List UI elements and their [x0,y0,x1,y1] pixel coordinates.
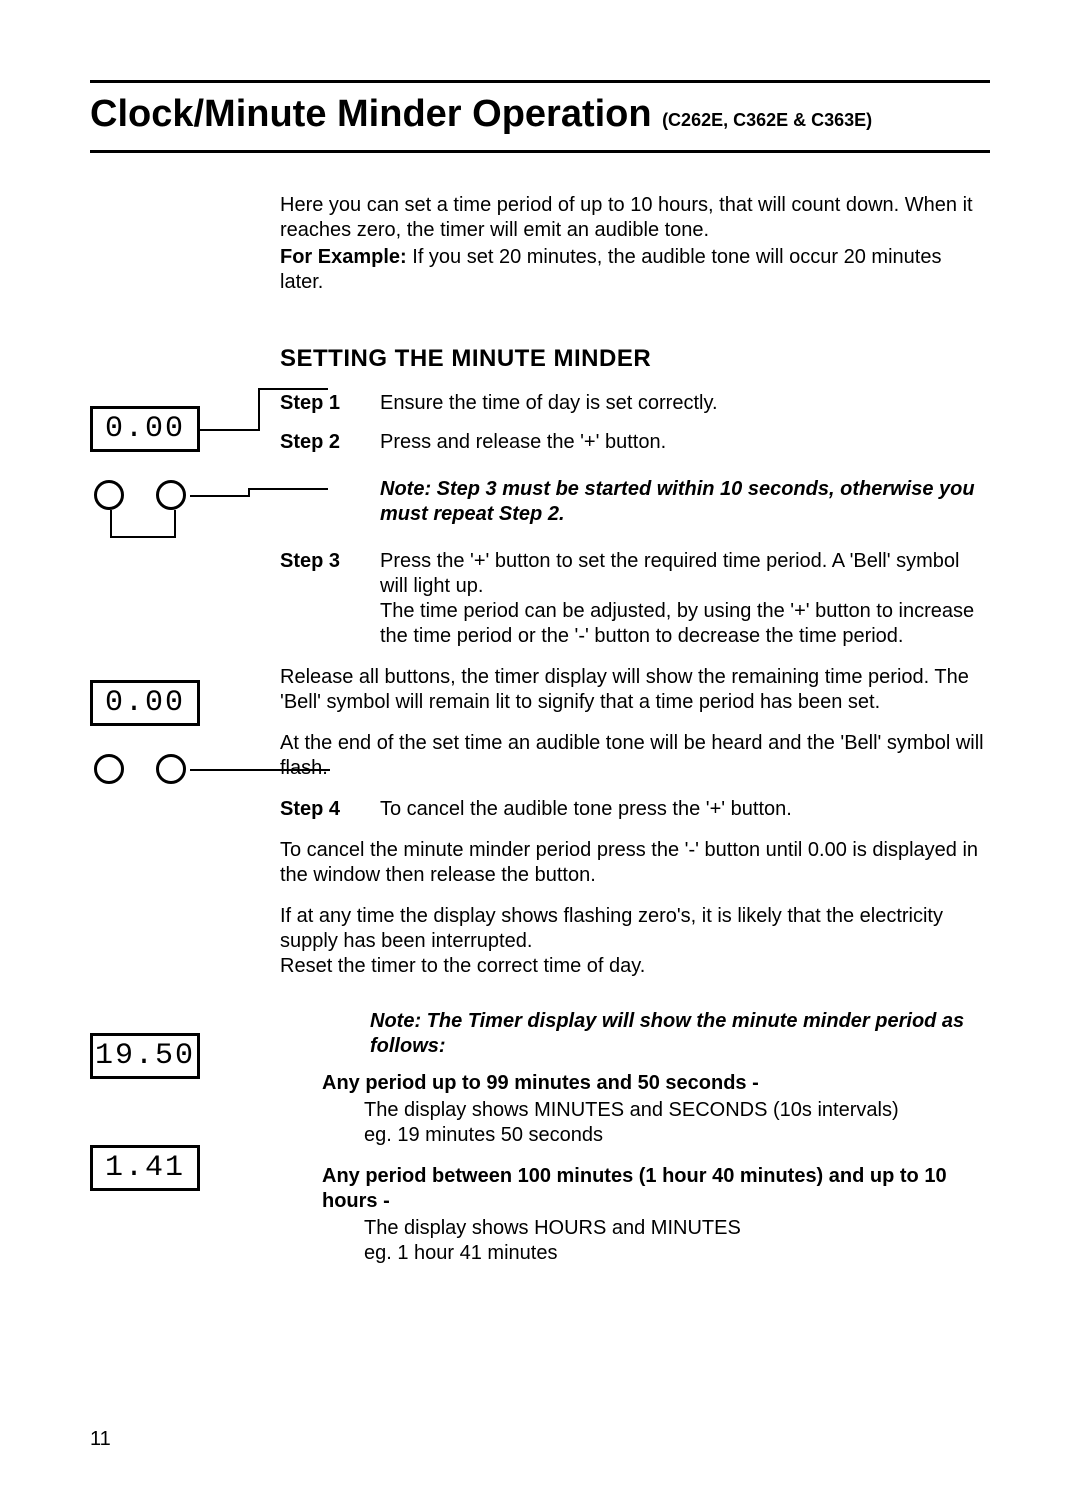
period-long-heading: Any period between 100 minutes (1 hour 4… [322,1164,990,1214]
intro-lead: For Example: [280,246,407,268]
period-long-body: The display shows HOURS and MINUTES eg. … [364,1216,990,1266]
period-short-heading: Any period up to 99 minutes and 50 secon… [322,1071,990,1096]
step-4-label: Step 4 [280,797,370,822]
step-4-text: To cancel the audible tone press the '+'… [380,797,990,822]
connector-line [190,495,250,497]
manual-page: Clock/Minute Minder Operation (C262E, C3… [0,0,1080,1511]
connector-line [174,510,176,538]
connector-line [190,769,330,771]
diagram-lcd-3: 19.50 [90,1033,270,1079]
step-2-text: Press and release the '+' button. [380,430,990,455]
connector-line [110,510,112,538]
connector-line [110,536,176,538]
section-heading: SETTING THE MINUTE MINDER [280,345,990,373]
diagram-lcd-1: 0.00 [90,406,270,510]
step-3-text: Press the '+' button to set the required… [380,549,990,649]
lcd-display-1: 0.00 [90,406,200,452]
period-short-body: The display shows MINUTES and SECONDS (1… [364,1098,990,1148]
after-step-4b: If at any time the display shows flashin… [280,904,990,979]
diagram-lcd-2: 0.00 [90,680,270,784]
step-3-label: Step 3 [280,549,370,649]
step-1-label: Step 1 [280,391,370,416]
after-step-4a: To cancel the minute minder period press… [280,838,990,888]
plus-button-icon [156,754,186,784]
lcd-display-2: 0.00 [90,680,200,726]
page-subtitle: (C262E, C362E & C363E) [662,110,872,130]
plus-button-icon [156,480,186,510]
intro-line-2: For Example: If you set 20 minutes, the … [280,245,990,295]
diagram-lcd-4: 1.41 [90,1145,270,1191]
title-block: Clock/Minute Minder Operation (C262E, C3… [90,80,990,153]
intro-text: Here you can set a time period of up to … [280,193,990,295]
lcd-display-long: 1.41 [90,1145,200,1191]
connector-line [258,388,260,431]
step-2-label: Step 2 [280,430,370,455]
note-step-3: Note: Step 3 must be started within 10 s… [380,477,990,527]
minus-button-icon [94,754,124,784]
body-column: Here you can set a time period of up to … [280,193,990,1266]
steps-grid-2: Step 4 To cancel the audible tone press … [280,797,990,822]
minus-button-icon [94,480,124,510]
connector-line [200,429,260,431]
after-step-3b: At the end of the set time an audible to… [280,731,990,781]
step-1-text: Ensure the time of day is set correctly. [380,391,990,416]
intro-line-1: Here you can set a time period of up to … [280,193,990,243]
connector-line [258,388,328,390]
connector-line [248,488,328,490]
note-display: Note: The Timer display will show the mi… [370,1009,990,1059]
lcd-display-short: 19.50 [90,1033,200,1079]
after-step-3a: Release all buttons, the timer display w… [280,665,990,715]
page-title: Clock/Minute Minder Operation [90,93,652,135]
page-number: 11 [90,1428,111,1451]
steps-grid: Step 1 Ensure the time of day is set cor… [280,391,990,649]
